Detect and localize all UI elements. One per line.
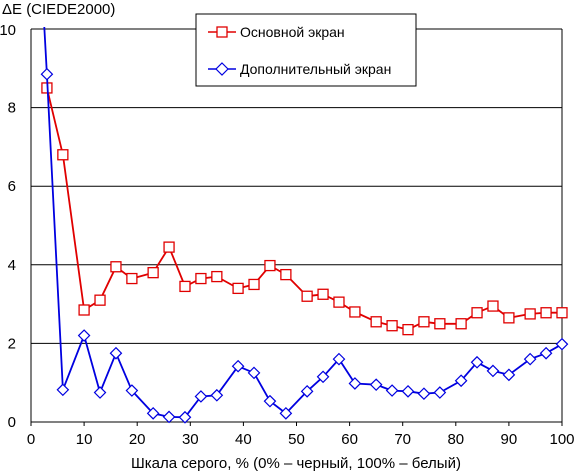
series-0	[41, 82, 568, 336]
data-point	[433, 386, 447, 399]
y-tick-label: 10	[0, 22, 16, 39]
x-tick-label: 60	[341, 431, 358, 448]
x-tick-label: 70	[394, 431, 411, 448]
data-point	[555, 337, 569, 351]
data-point	[316, 370, 330, 384]
data-point	[178, 410, 192, 424]
data-point	[332, 352, 346, 366]
data-point	[109, 346, 123, 360]
data-point	[126, 272, 138, 285]
data-point	[211, 270, 223, 283]
data-point	[454, 374, 468, 388]
data-point	[556, 307, 568, 319]
legend-label-main: Основной экран	[240, 24, 345, 40]
x-tick-label: 0	[27, 431, 35, 448]
x-tick-label: 90	[501, 431, 518, 448]
data-point	[78, 304, 90, 316]
x-tick-label: 30	[182, 431, 199, 448]
data-point	[487, 300, 499, 312]
data-point	[194, 390, 208, 403]
x-tick-label: 100	[549, 431, 574, 448]
y-tick-label: 8	[8, 100, 16, 117]
data-point	[195, 272, 207, 285]
data-point	[385, 384, 399, 397]
y-tick-label: 2	[8, 335, 16, 352]
data-point	[279, 407, 293, 420]
y-axis-label: ΔE (CIEDE2000)	[2, 1, 115, 18]
data-point	[300, 384, 314, 398]
data-point	[57, 149, 69, 161]
data-point	[94, 294, 106, 306]
legend-label-secondary: Дополнительный экран	[240, 61, 391, 77]
data-point	[77, 329, 91, 342]
data-point	[539, 346, 553, 360]
data-point	[523, 352, 537, 366]
data-point	[434, 318, 446, 330]
data-point	[247, 366, 261, 380]
data-point	[146, 407, 160, 420]
data-point	[231, 359, 245, 373]
x-tick-label: 50	[288, 431, 305, 448]
legend-marker-secondary	[215, 62, 229, 76]
data-point	[317, 288, 329, 300]
data-point	[370, 316, 382, 328]
data-point	[264, 259, 276, 272]
data-point	[248, 278, 260, 291]
data-point	[125, 384, 139, 397]
data-point	[455, 318, 467, 330]
data-point	[486, 364, 500, 378]
data-point	[349, 306, 361, 318]
data-point	[179, 280, 191, 293]
data-point	[93, 386, 107, 399]
data-point	[402, 323, 414, 336]
data-point	[471, 307, 483, 319]
data-point	[147, 267, 159, 279]
legend: Основной экран Дополнительный экран	[195, 13, 417, 87]
data-point	[210, 388, 224, 402]
data-point	[263, 394, 277, 408]
x-tick-label: 20	[129, 431, 146, 448]
data-point	[301, 290, 313, 302]
series-1	[40, 26, 569, 424]
data-point	[348, 377, 362, 390]
x-axis-label: Шкала серого, % (0% – черный, 100% – бел…	[131, 455, 461, 472]
data-point	[386, 320, 398, 332]
y-tick-label: 6	[8, 178, 16, 195]
data-point	[470, 355, 484, 369]
data-point	[503, 312, 515, 324]
data-point	[418, 316, 430, 328]
legend-box	[195, 13, 417, 87]
data-point	[40, 67, 54, 81]
axes	[30, 29, 563, 426]
data-point	[540, 307, 552, 319]
y-tick-label: 0	[8, 414, 16, 431]
legend-marker-main	[216, 26, 228, 38]
data-point	[333, 296, 345, 308]
y-tick-label: 4	[8, 257, 16, 274]
data-point	[163, 241, 175, 253]
x-tick-label: 40	[235, 431, 252, 448]
data-point	[502, 368, 516, 382]
x-tick-label: 80	[447, 431, 464, 448]
data-point	[280, 268, 292, 281]
data-point	[162, 410, 176, 424]
data-point	[524, 308, 536, 320]
data-series	[40, 26, 569, 424]
data-point	[110, 261, 122, 273]
data-point	[56, 383, 70, 397]
x-tick-label: 10	[76, 431, 93, 448]
data-point	[369, 378, 383, 392]
data-point	[401, 384, 415, 398]
data-point	[417, 387, 431, 401]
data-point	[232, 282, 244, 295]
